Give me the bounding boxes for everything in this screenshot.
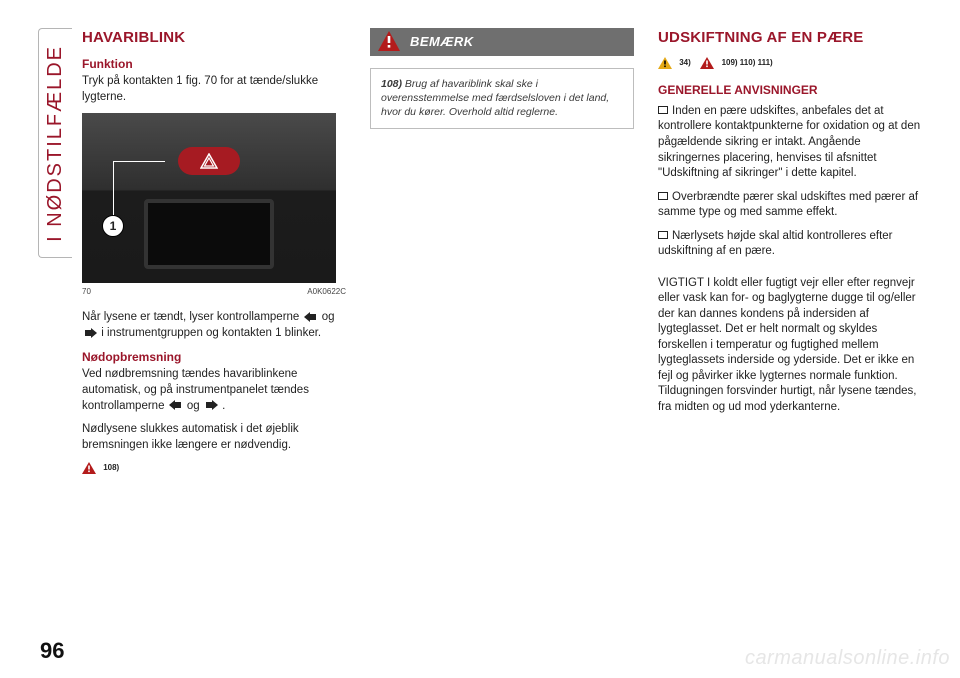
- col3-bullet-2: Overbrændte pærer skal udskiftes med pær…: [658, 190, 922, 221]
- page-number: 96: [40, 638, 64, 664]
- col1-p2b: og: [322, 311, 335, 323]
- figure-70-image: 1: [82, 113, 336, 283]
- col1-p2: Når lysene er tændt, lyser kontrollamper…: [82, 310, 346, 341]
- figure-number-label: 70: [82, 287, 91, 298]
- callout-bemaerk-header: BEMÆRK: [370, 28, 634, 56]
- hazard-triangle-icon: [200, 153, 218, 169]
- content-columns: HAVARIBLINK Funktion Tryk på kontakten 1…: [82, 28, 922, 485]
- left-indicator-icon: [169, 400, 183, 410]
- figure-70: 1: [82, 113, 336, 283]
- col1-warning-ref: 108): [82, 461, 346, 477]
- col1-p2a: Når lysene er tændt, lyser kontrollamper…: [82, 311, 303, 323]
- bullet-box-icon: [658, 231, 668, 239]
- callout-note-108: 108) Brug af havariblink skal ske i over…: [370, 68, 634, 129]
- hazard-button-graphic: [178, 147, 240, 175]
- watermark: carmanualsonline.info: [745, 647, 950, 670]
- bullet-box-icon: [658, 192, 668, 200]
- col1-sub-funktion: Funktion: [82, 56, 346, 72]
- left-indicator-icon: [304, 312, 318, 322]
- column-2: BEMÆRK 108) Brug af havariblink skal ske…: [370, 28, 634, 485]
- warning-triangle-yellow-icon: [658, 57, 672, 69]
- col1-p1: Tryk på kontakten 1 fig. 70 for at tænde…: [82, 74, 346, 105]
- right-indicator-icon: [204, 400, 218, 410]
- warning-triangle-red-icon: [700, 57, 714, 69]
- col1-title: HAVARIBLINK: [82, 28, 346, 48]
- col1-p3b: og: [187, 400, 203, 412]
- bullet-box-icon: [658, 106, 668, 114]
- col3-important: VIGTIGT I koldt eller fugtigt vejr eller…: [658, 276, 922, 416]
- warning-triangle-red-icon: [378, 31, 400, 51]
- col3-bullet-1: Inden en pære udskiftes, anbefales det a…: [658, 104, 922, 182]
- col3-b3-text: Nærlysets højde skal altid kontrolleres …: [658, 230, 893, 258]
- warning-triangle-red-icon: [82, 462, 96, 474]
- chapter-side-tab-text: I NØDSTILFÆLDE: [44, 45, 67, 242]
- col1-p4: Nødlysene slukkes automatisk i det øjebl…: [82, 422, 346, 453]
- col3-b2-text: Overbrændte pærer skal udskiftes med pær…: [658, 191, 918, 219]
- col3-h3: GENERELLE ANVISNINGER: [658, 82, 922, 98]
- right-indicator-icon: [83, 328, 97, 338]
- infotainment-screen-graphic: [144, 199, 274, 269]
- col3-bullet-3: Nærlysets højde skal altid kontrolleres …: [658, 229, 922, 260]
- col3-ref-yellow: 34): [679, 58, 691, 67]
- callout-note-text: Brug af havariblink skal ske i overensst…: [381, 78, 609, 118]
- col1-p2c: i instrumentgruppen og kontakten 1 blink…: [101, 327, 321, 339]
- column-3: UDSKIFTNING AF EN PÆRE 34) 109) 110) 111…: [658, 28, 922, 485]
- column-1: HAVARIBLINK Funktion Tryk på kontakten 1…: [82, 28, 346, 485]
- col1-p3: Ved nødbremsning tændes havariblinkene a…: [82, 367, 346, 414]
- chapter-side-tab: I NØDSTILFÆLDE: [38, 28, 72, 258]
- col1-p3c: .: [222, 400, 225, 412]
- figure-code-label: A0K0622C: [307, 287, 346, 298]
- callout-bemaerk-title: BEMÆRK: [410, 33, 474, 51]
- col3-ref-red: 109) 110) 111): [722, 58, 773, 67]
- figure-pointer-line-h: [113, 161, 165, 162]
- callout-note-num: 108): [381, 78, 402, 90]
- figure-pointer-number: 1: [102, 215, 124, 237]
- col1-sub-noedop: Nødopbremsning: [82, 349, 346, 365]
- col3-b1-text: Inden en pære udskiftes, anbefales det a…: [658, 105, 920, 179]
- figure-pointer-line-v: [113, 161, 114, 217]
- col3-title: UDSKIFTNING AF EN PÆRE: [658, 28, 922, 48]
- col3-refs: 34) 109) 110) 111): [658, 56, 922, 72]
- col1-warning-ref-num: 108): [103, 463, 119, 472]
- figure-70-caption: 70 A0K0622C: [82, 287, 346, 298]
